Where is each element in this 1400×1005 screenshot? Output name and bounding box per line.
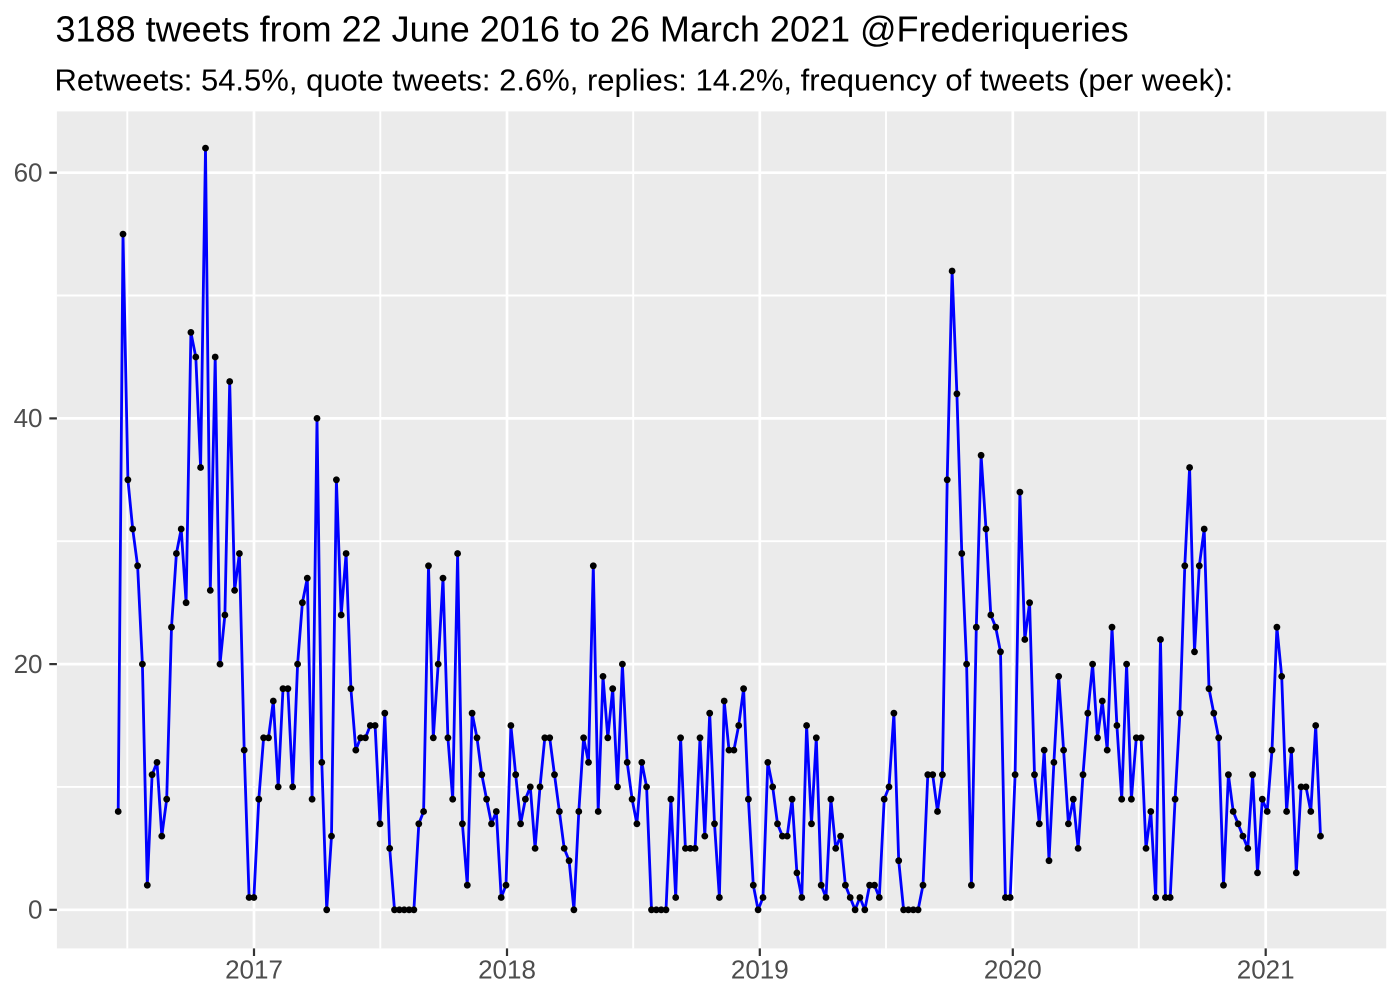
svg-text:2019: 2019 [731, 955, 789, 985]
svg-text:2017: 2017 [225, 955, 283, 985]
svg-text:2021: 2021 [1237, 955, 1295, 985]
svg-text:20: 20 [14, 649, 43, 679]
svg-text:Retweets: 54.5%, quote tweets:: Retweets: 54.5%, quote tweets: 2.6%, rep… [55, 63, 1234, 98]
svg-text:0: 0 [28, 895, 42, 925]
svg-text:60: 60 [14, 158, 43, 188]
svg-text:2018: 2018 [478, 955, 536, 985]
svg-text:2020: 2020 [984, 955, 1042, 985]
svg-text:3188 tweets from 22 June 2016: 3188 tweets from 22 June 2016 to 26 Marc… [56, 9, 1129, 50]
svg-text:40: 40 [14, 403, 43, 433]
